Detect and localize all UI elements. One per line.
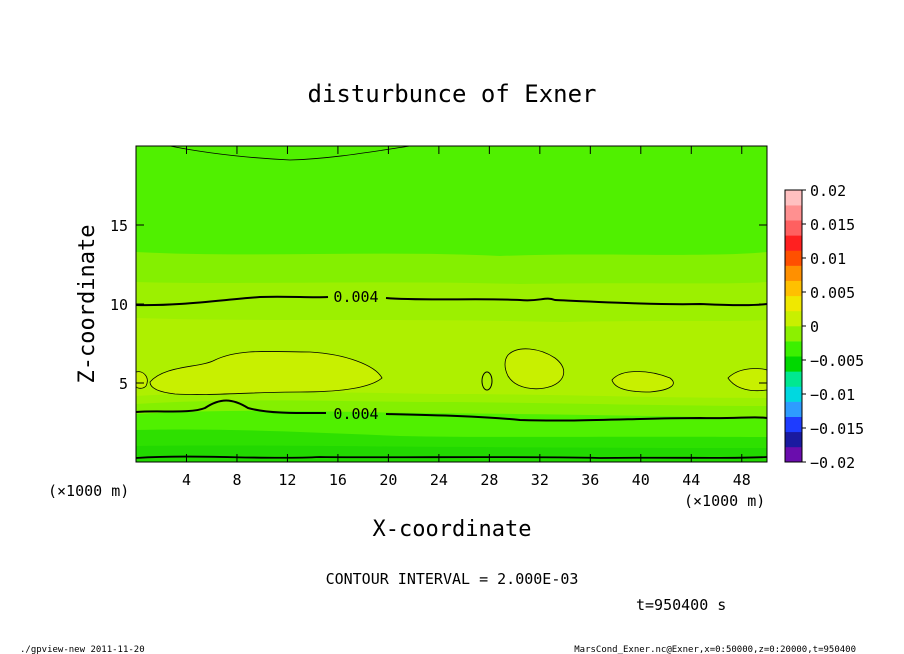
colorbar-label: −0.02 bbox=[810, 454, 855, 472]
chart-title: disturbunce of Exner bbox=[308, 80, 597, 108]
colorbar-swatch bbox=[785, 356, 802, 372]
contour-label-upper: 0.004 bbox=[333, 288, 378, 306]
colorbar-label: 0 bbox=[810, 318, 819, 336]
x-tick-label: 44 bbox=[682, 471, 700, 489]
footer-right: MarsCond_Exner.nc@Exner,x=0:50000,z=0:20… bbox=[574, 645, 856, 654]
y-tick-label: 15 bbox=[110, 217, 128, 235]
x-tick-label: 20 bbox=[379, 471, 397, 489]
field-band-bottom bbox=[136, 445, 767, 462]
colorbar-label: 0.005 bbox=[810, 284, 855, 302]
y-tick-label: 5 bbox=[119, 375, 128, 393]
colorbar-swatch bbox=[785, 295, 802, 312]
colorbar-label: 0.01 bbox=[810, 250, 846, 268]
x-axis-title: X-coordinate bbox=[373, 517, 532, 542]
field-top-contour bbox=[169, 145, 411, 161]
contour-interval-text: CONTOUR INTERVAL = 2.000E-03 bbox=[326, 570, 579, 588]
x-tick-label: 32 bbox=[531, 471, 549, 489]
colorbar-swatch bbox=[785, 326, 802, 342]
contour-upper bbox=[135, 295, 768, 307]
field-blob-1 bbox=[149, 350, 383, 395]
plot-area: 0.004 0.004 bbox=[135, 145, 768, 463]
colorbar-swatch bbox=[785, 310, 802, 327]
field-blob-5 bbox=[135, 371, 148, 389]
colorbar-label: −0.005 bbox=[810, 352, 864, 370]
colorbar-swatch bbox=[785, 280, 802, 297]
colorbar-label: 0.015 bbox=[810, 216, 855, 234]
x-tick-label: 28 bbox=[480, 471, 498, 489]
x-tick-label: 40 bbox=[632, 471, 650, 489]
field-blob-2 bbox=[504, 348, 565, 390]
colorbar-swatch bbox=[785, 401, 802, 417]
colorbar-label: 0.02 bbox=[810, 182, 846, 200]
y-axis-title: Z-coordinate bbox=[75, 225, 100, 384]
colorbar-swatch bbox=[785, 265, 802, 281]
colorbar-swatch bbox=[785, 190, 802, 206]
x-tick-label: 8 bbox=[232, 471, 241, 489]
colorbar-swatch bbox=[785, 371, 802, 387]
colorbar-label: −0.01 bbox=[810, 386, 855, 404]
colorbar: 0.02 0.015 0.01 0.005 0 −0.005 −0.01 −0.015 −0.0… bbox=[784, 182, 864, 472]
contour-label-lower: 0.004 bbox=[333, 405, 378, 423]
x-tick-label: 48 bbox=[733, 471, 751, 489]
y-tick-label: 10 bbox=[110, 296, 128, 314]
footer-left: ./gpview-new 2011-11-20 bbox=[20, 645, 145, 654]
colorbar-swatch bbox=[785, 416, 802, 433]
x-tick-label: 12 bbox=[278, 471, 296, 489]
colorbar-swatch bbox=[785, 431, 802, 448]
x-tick-label: 16 bbox=[329, 471, 347, 489]
colorbar-swatch bbox=[785, 250, 802, 266]
colorbar-swatch bbox=[785, 446, 802, 463]
field-blob-3 bbox=[611, 371, 674, 393]
x-axis-unit-right: (×1000 m) bbox=[684, 492, 765, 510]
y-axis: 5 10 15 bbox=[110, 217, 767, 393]
colorbar-swatch bbox=[785, 386, 802, 402]
colorbar-label: −0.015 bbox=[810, 420, 864, 438]
x-axis-unit-left: (×1000 m) bbox=[48, 482, 129, 500]
contour-lower bbox=[135, 399, 768, 422]
colorbar-swatch bbox=[785, 341, 802, 357]
contour-bottom bbox=[135, 455, 768, 459]
x-axis: 4 8 12 16 20 24 28 32 36 40 44 48 bbox=[182, 146, 751, 489]
colorbar-swatch bbox=[785, 205, 802, 221]
field-blob-small bbox=[481, 371, 493, 391]
colorbar-swatch bbox=[785, 220, 802, 236]
x-tick-label: 24 bbox=[430, 471, 448, 489]
colorbar-swatch bbox=[785, 235, 802, 251]
x-tick-label: 4 bbox=[182, 471, 191, 489]
x-tick-label: 36 bbox=[581, 471, 599, 489]
time-text: t=950400 s bbox=[636, 596, 726, 614]
